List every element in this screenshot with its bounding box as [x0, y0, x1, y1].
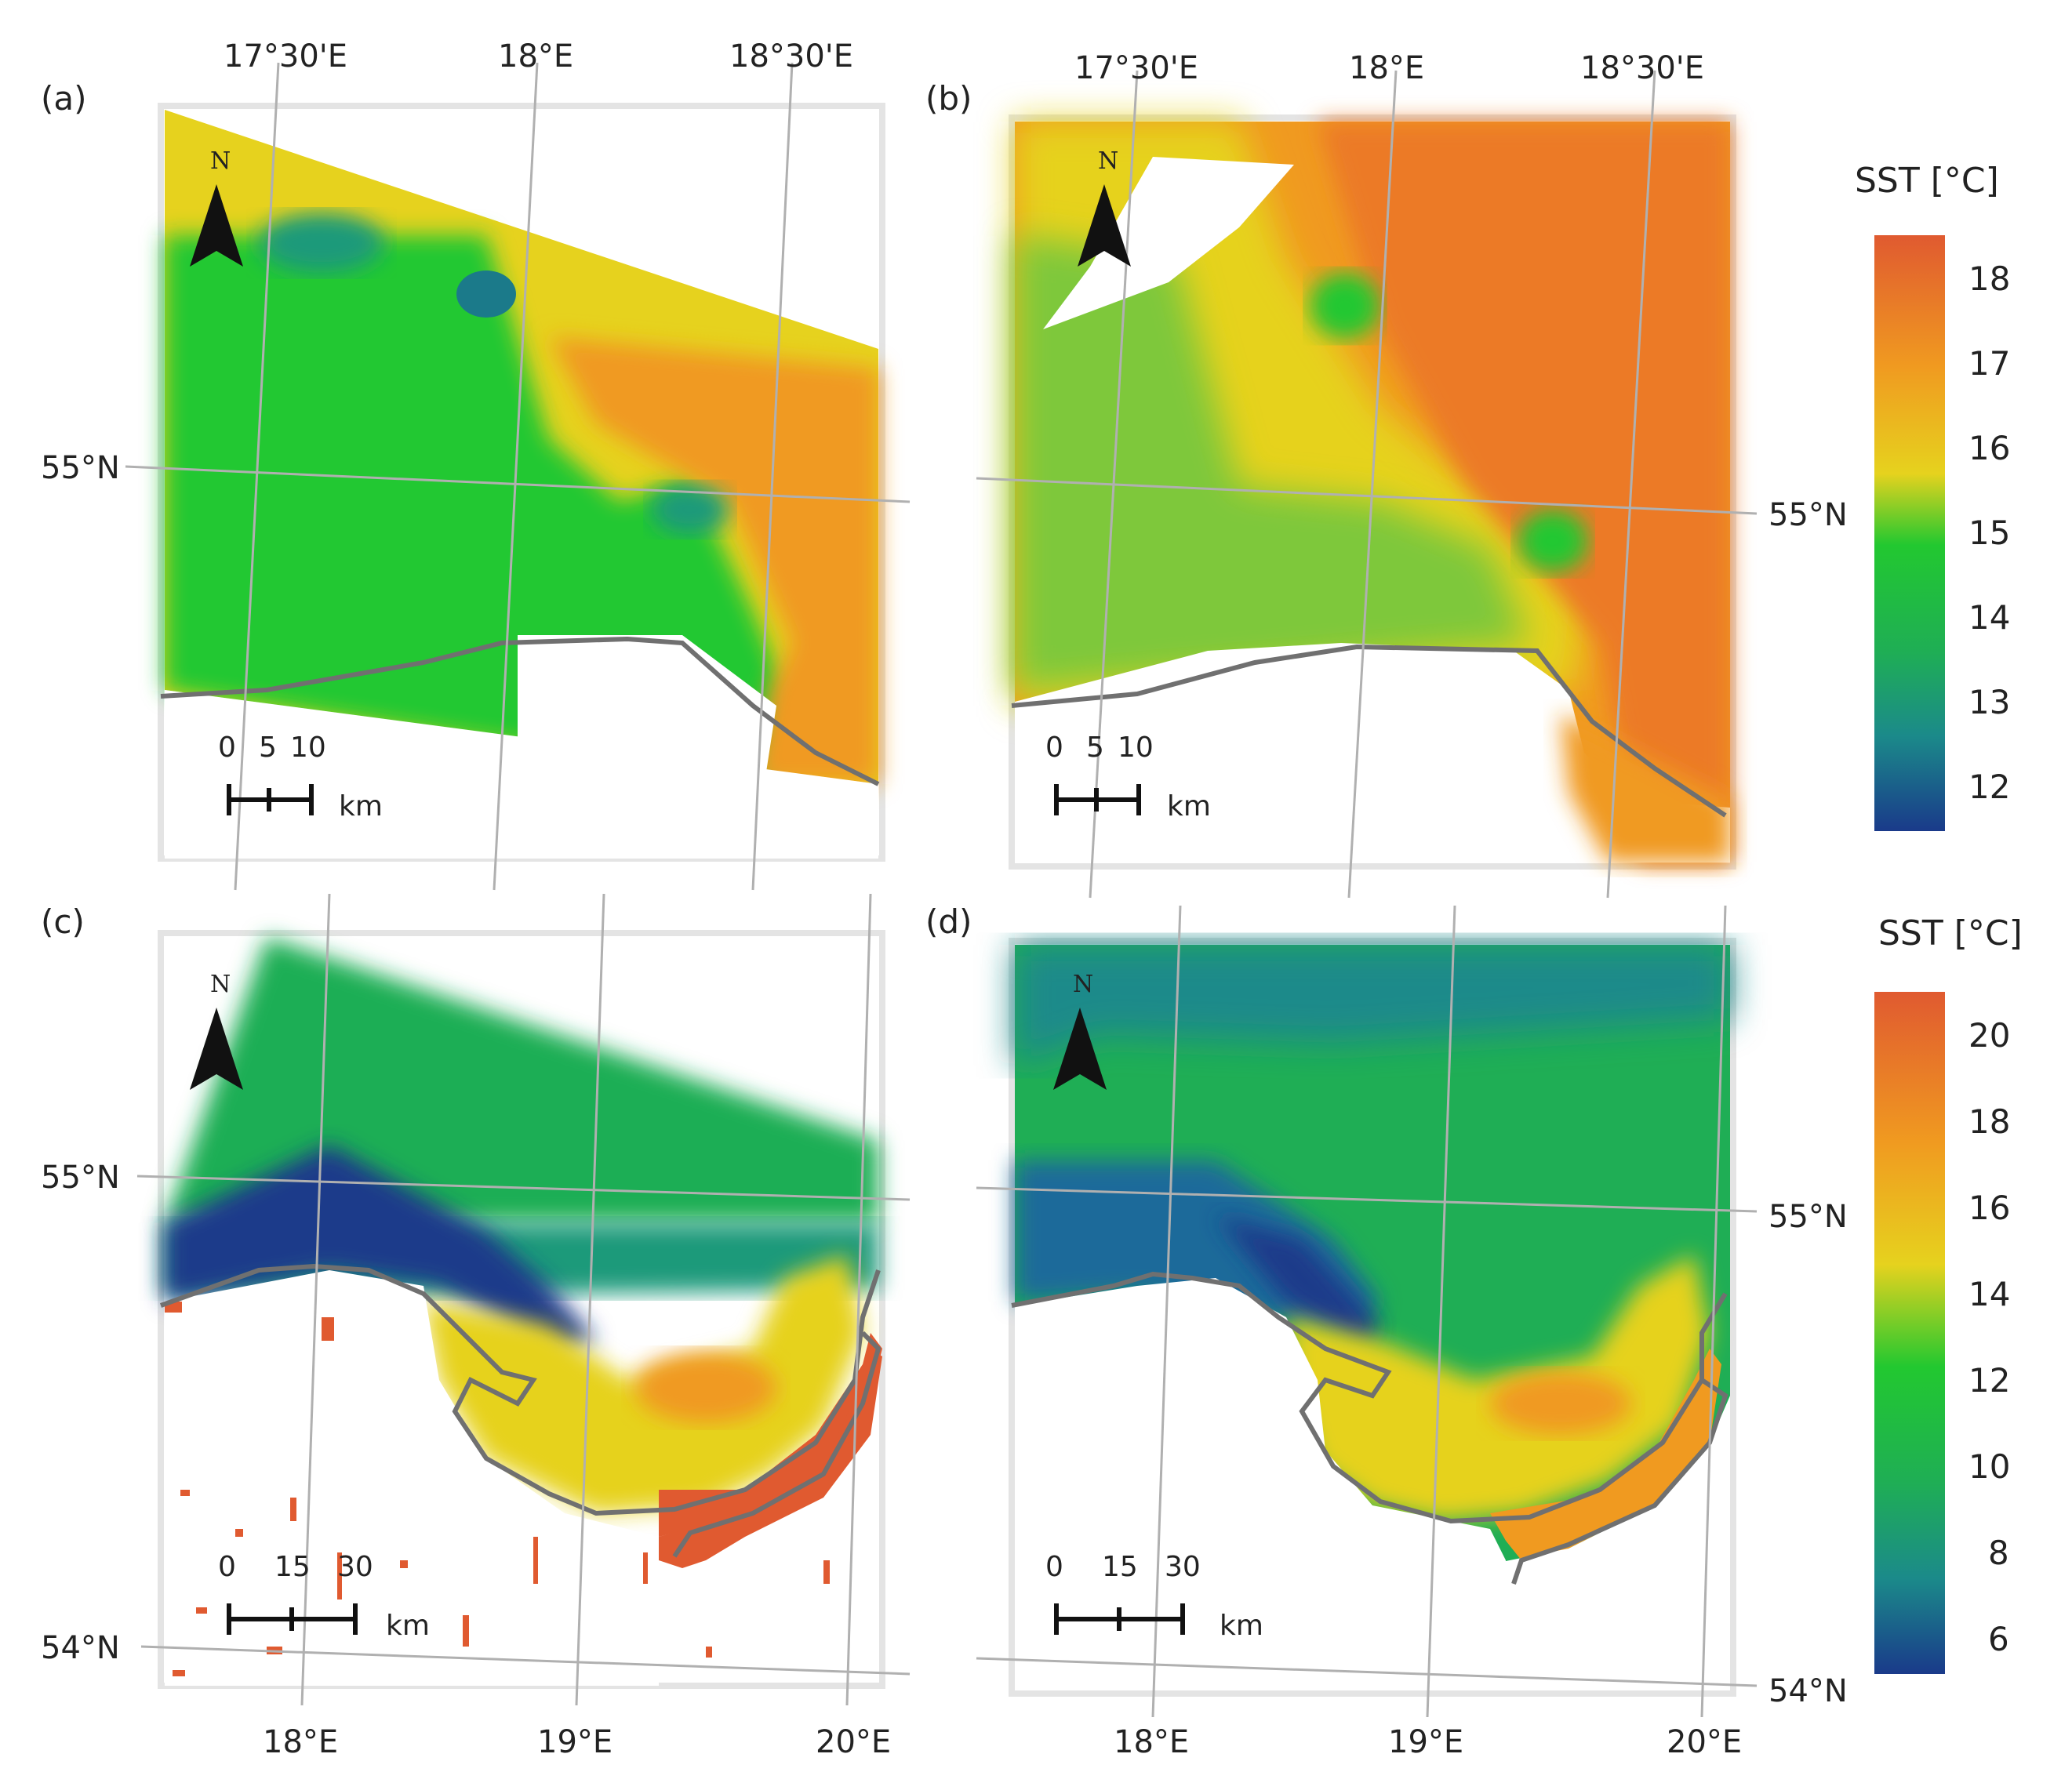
panel-a-top-label-1: 18°E	[498, 38, 573, 74]
panel-a-north-icon	[190, 184, 243, 267]
panel-a-top-label-0: 17°30'E	[224, 38, 347, 74]
panel-a: (a) 17°30'E 18°E 18°30'E 55°N N 0	[41, 38, 911, 891]
panel-b-scale-unit: km	[1167, 790, 1211, 822]
panel-b-sst-field	[1015, 122, 1730, 862]
panel-b-scale-tick-2: 10	[1118, 732, 1154, 764]
panel-a-scale-unit: km	[339, 790, 383, 822]
panel-a-scale-tick-2: 10	[290, 732, 326, 764]
panel-c-bottom-label-1: 19°E	[537, 1724, 613, 1760]
panel-d-graticule	[976, 905, 1758, 1718]
panel-a-top-label-2: 18°30'E	[729, 38, 853, 74]
panel-b-north-label: N	[1098, 147, 1118, 175]
panel-c-north-icon	[190, 1008, 243, 1090]
panel-c-graticule	[136, 893, 911, 1706]
panel-c-bottom-label-2: 20°E	[816, 1724, 891, 1760]
panel-a-scale-bar: 0 5 10 km	[218, 732, 383, 822]
panel-c: (c)	[41, 893, 911, 1760]
colorbar-bottom-tick-2: 16	[1968, 1189, 2010, 1227]
panel-d: (d) 18°E 19°E 20°E 55°N 54°N N	[925, 902, 1848, 1760]
panel-c-coastline	[159, 1263, 882, 1558]
panel-d-side-label-0: 55°N	[1768, 1199, 1848, 1235]
panel-c-scale-unit: km	[386, 1610, 430, 1642]
panel-a-sst-field	[165, 110, 878, 859]
panel-d-coastline	[1011, 1271, 1728, 1585]
panel-c-bottom-label-0: 18°E	[263, 1724, 338, 1760]
colorbar-bottom-ramp	[1874, 992, 1945, 1674]
panel-a-label: (a)	[41, 79, 87, 118]
panel-c-scale-tick-1: 15	[274, 1551, 311, 1583]
colorbar-bottom-title: SST [°C]	[1878, 913, 2023, 953]
panel-c-side-label-0: 55°N	[41, 1160, 120, 1196]
panel-a-graticule	[125, 62, 911, 891]
panel-c-scale-tick-0: 0	[218, 1551, 236, 1583]
panel-d-bottom-label-2: 20°E	[1667, 1724, 1742, 1760]
colorbar-top-tick-1: 17	[1968, 344, 2010, 383]
colorbar-bottom-tick-5: 10	[1968, 1447, 2010, 1486]
panel-b-top-label-2: 18°30'E	[1580, 50, 1704, 86]
colorbar-top-tick-6: 12	[1968, 768, 2010, 806]
colorbar-top-tick-5: 13	[1968, 683, 2010, 721]
panel-d-scale-tick-2: 30	[1165, 1551, 1201, 1583]
panel-b-frame	[1009, 114, 1736, 870]
panel-b-top-label-1: 18°E	[1349, 50, 1424, 86]
panel-d-scale-bar: 0 15 30 km	[1045, 1551, 1263, 1642]
colorbar-top-ramp	[1874, 235, 1945, 831]
panel-b-scale-tick-1: 5	[1086, 732, 1104, 764]
panel-b-scale-bar: 0 5 10 km	[1045, 732, 1211, 822]
colorbar-bottom: SST [°C] 20 18 16 14 12 10 8 6	[1874, 913, 2023, 1674]
panel-b-coastline	[1011, 644, 1727, 818]
colorbar-top-tick-2: 16	[1968, 429, 2010, 467]
colorbar-bottom-tick-4: 12	[1968, 1361, 2010, 1400]
colorbar-bottom-tick-3: 14	[1968, 1275, 2010, 1313]
colorbar-bottom-tick-7: 6	[1988, 1620, 2009, 1658]
panel-b: (b) 17°30'E 18°E 18°30'E 55°N N	[925, 50, 1848, 899]
panel-d-frame	[1009, 938, 1736, 1697]
panel-d-scale-tick-1: 15	[1102, 1551, 1138, 1583]
panel-d-sst-field	[1015, 945, 1730, 1690]
colorbar-bottom-tick-6: 8	[1988, 1534, 2009, 1572]
panel-c-scale-bar: 0 15 30 km	[218, 1551, 430, 1642]
panel-b-label: (b)	[925, 79, 972, 118]
panel-c-label: (c)	[41, 902, 85, 941]
panel-c-scale-tick-2: 30	[337, 1551, 373, 1583]
panel-c-north-label: N	[210, 971, 231, 998]
panel-d-scale-tick-0: 0	[1045, 1551, 1063, 1583]
colorbar-top: SST [°C] 18 17 16 15 14 13 12	[1855, 161, 2010, 831]
panel-a-side-label-0: 55°N	[41, 450, 120, 486]
colorbar-top-tick-4: 14	[1968, 598, 2010, 637]
panel-a-coastline	[160, 636, 880, 786]
colorbar-bottom-tick-0: 20	[1968, 1016, 2010, 1055]
panel-d-bottom-label-0: 18°E	[1114, 1724, 1189, 1760]
panel-d-side-label-1: 54°N	[1768, 1673, 1848, 1709]
colorbar-bottom-tick-1: 18	[1968, 1102, 2010, 1141]
panel-b-north-arrow: N	[1078, 147, 1131, 267]
panel-a-scale-tick-0: 0	[218, 732, 236, 764]
panel-d-north-label: N	[1073, 971, 1093, 998]
panel-b-scale-tick-0: 0	[1045, 732, 1063, 764]
panel-a-north-arrow: N	[190, 147, 243, 267]
panel-b-graticule	[976, 70, 1758, 899]
panel-b-north-icon	[1078, 184, 1131, 267]
panel-d-north-arrow: N	[1053, 971, 1107, 1090]
panel-a-north-label: N	[210, 147, 231, 175]
colorbar-top-tick-3: 15	[1968, 514, 2010, 552]
colorbar-top-tick-0: 18	[1968, 260, 2010, 298]
panel-b-side-label-0: 55°N	[1768, 497, 1848, 533]
panel-c-side-label-1: 54°N	[41, 1630, 120, 1666]
panel-a-scale-tick-1: 5	[259, 732, 277, 764]
panel-c-north-arrow: N	[190, 971, 243, 1090]
panel-b-top-label-0: 17°30'E	[1074, 50, 1198, 86]
colorbar-top-title: SST [°C]	[1855, 161, 1999, 201]
panel-d-bottom-label-1: 19°E	[1388, 1724, 1463, 1760]
panel-d-north-icon	[1053, 1008, 1107, 1090]
panel-d-scale-unit: km	[1220, 1610, 1263, 1642]
panel-c-sst-field	[165, 937, 882, 1686]
panel-d-label: (d)	[925, 902, 972, 941]
